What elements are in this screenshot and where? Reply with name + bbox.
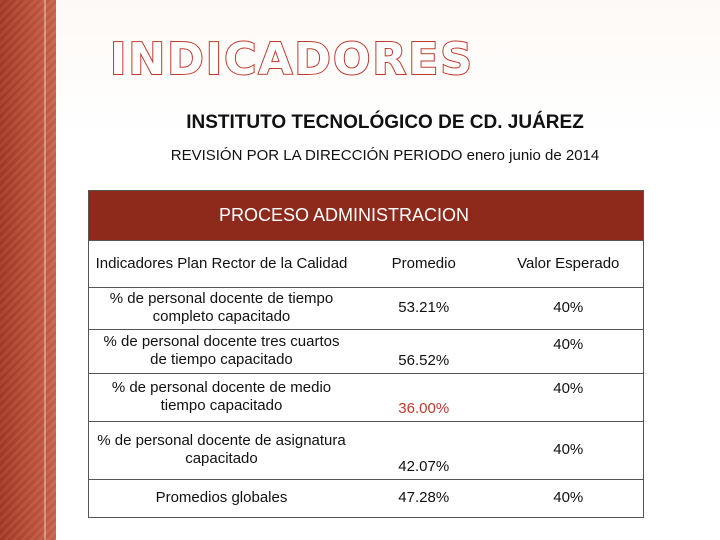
totals-average: 47.28% (398, 489, 450, 507)
totals-row: Promedios globales 47.28% 40% (89, 479, 643, 517)
average-cell-highlight: 36.00% (353, 373, 494, 422)
review-period: REVISIÓN POR LA DIRECCIÓN PERIODO enero … (170, 147, 600, 164)
indicators-grid: Indicadores Plan Rector de la Calidad Pr… (89, 241, 643, 517)
average-cell: 42.07% (353, 421, 494, 480)
column-header-indicator: Indicadores Plan Rector de la Calidad (89, 241, 354, 288)
slide-title: INDICADORES (109, 33, 474, 86)
expected-cell: 40% (493, 287, 643, 330)
totals-label: Promedios globales (155, 489, 288, 507)
indicators-table: PROCESO ADMINISTRACION Indicadores Plan … (88, 190, 644, 518)
average-cell: 56.52% (353, 329, 494, 374)
table-row: % de personal docente de medio tiempo ca… (89, 373, 643, 422)
column-header-average: Promedio (353, 241, 494, 288)
indicator-cell: % de personal docente tres cuartos de ti… (89, 329, 354, 374)
column-header-expected: Valor Esperado (493, 241, 643, 288)
expected-cell: 40% (493, 373, 643, 422)
section-header: PROCESO ADMINISTRACION (89, 191, 643, 241)
expected-cell: 40% (493, 329, 643, 374)
table-row: % de personal docente de asignatura capa… (89, 421, 643, 480)
column-header-row: Indicadores Plan Rector de la Calidad Pr… (89, 241, 643, 288)
institute-name: INSTITUTO TECNOLÓGICO DE CD. JUÁREZ (186, 112, 584, 133)
decorative-side-band (0, 0, 56, 540)
average-cell: 53.21% (353, 287, 494, 330)
indicator-cell: % de personal docente de tiempo completo… (89, 287, 354, 330)
totals-expected: 40% (553, 489, 584, 507)
expected-cell: 40% (493, 421, 643, 480)
table-row: % de personal docente tres cuartos de ti… (89, 329, 643, 374)
indicator-cell: % de personal docente de medio tiempo ca… (89, 373, 354, 422)
side-band-edge (44, 0, 46, 540)
table-row: % de personal docente de tiempo completo… (89, 287, 643, 330)
indicator-cell: % de personal docente de asignatura capa… (89, 421, 354, 480)
